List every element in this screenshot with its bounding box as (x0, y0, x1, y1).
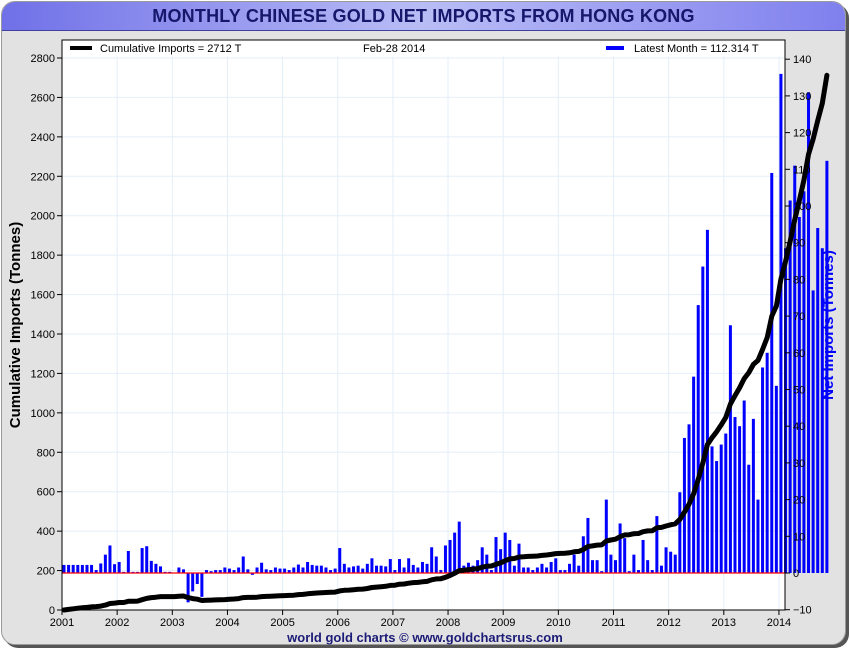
right-tick-label: 50 (793, 385, 805, 397)
x-tick-label: 2014 (767, 617, 791, 629)
x-tick-label: 2004 (215, 617, 239, 629)
footer-credit: world gold charts © www.goldchartsrus.co… (287, 630, 563, 645)
left-axis-ticks: 0 200 400 600 800 1000 1200 1400 1600 1800 2000 220… (31, 53, 62, 617)
x-tick-label: 2006 (326, 617, 350, 629)
left-tick-label: 1400 (31, 329, 55, 341)
left-tick-label: 2400 (31, 132, 55, 144)
x-tick-label: 2003 (160, 617, 184, 629)
right-tick-label: 100 (793, 201, 811, 213)
left-tick-label: 2600 (31, 92, 55, 104)
left-tick-label: 2000 (31, 211, 55, 223)
left-tick-label: 200 (37, 566, 55, 578)
right-tick-label: 120 (793, 128, 811, 140)
right-axis-label: Net Imports (Tonnes) (820, 250, 837, 400)
left-axis-label: Cumulative Imports (Tonnes) (7, 222, 24, 428)
right-axis-ticks: −10 0 10 20 30 40 50 60 70 80 90 100 110 120 130 140 (785, 54, 812, 617)
left-tick-label: 600 (37, 487, 55, 499)
x-tick-label: 2001 (50, 617, 74, 629)
right-tick-label: 20 (793, 495, 805, 507)
cumulative-legend-label: Cumulative Imports = 2712 T (100, 43, 242, 55)
latest-legend-label: Latest Month = 112.314 T (634, 43, 759, 55)
net-imports-bars (62, 73, 829, 603)
right-tick-label: 40 (793, 421, 805, 433)
right-tick-label: 110 (793, 164, 811, 176)
right-tick-label: 0 (793, 568, 799, 580)
x-tick-label: 2011 (602, 617, 626, 629)
x-tick-label: 2005 (270, 617, 294, 629)
right-tick-label: 10 (793, 531, 805, 543)
right-tick-label: 30 (793, 458, 805, 470)
left-tick-label: 1800 (31, 250, 55, 262)
left-tick-label: 1000 (31, 408, 55, 420)
left-tick-label: 1200 (31, 368, 55, 380)
left-tick-label: 400 (37, 526, 55, 538)
x-tick-label: 2008 (436, 617, 460, 629)
chart-title: MONTHLY CHINESE GOLD NET IMPORTS FROM HO… (152, 6, 695, 26)
right-tick-label: 80 (793, 274, 805, 286)
right-tick-label: −10 (793, 605, 812, 617)
date-label: Feb-28 2014 (363, 43, 425, 55)
right-tick-label: 70 (793, 311, 805, 323)
x-tick-label: 2013 (712, 617, 736, 629)
left-tick-label: 800 (37, 447, 55, 459)
x-tick-label: 2009 (491, 617, 515, 629)
left-tick-label: 2200 (31, 171, 55, 183)
right-tick-label: 130 (793, 91, 811, 103)
legend-bar (62, 40, 785, 56)
x-axis-ticks: 2001 2002 2003 2004 2005 2006 2007 2008 2009 2010… (50, 610, 791, 629)
cumulative-imports-line (61, 72, 830, 613)
left-tick-label: 0 (49, 605, 55, 617)
x-tick-label: 2007 (381, 617, 405, 629)
x-tick-label: 2002 (105, 617, 129, 629)
x-tick-label: 2012 (656, 617, 680, 629)
x-tick-label: 2010 (546, 617, 570, 629)
right-tick-label: 60 (793, 348, 805, 360)
title-bar: MONTHLY CHINESE GOLD NET IMPORTS FROM HO… (2, 2, 845, 31)
right-tick-label: 90 (793, 238, 805, 250)
right-tick-label: 140 (793, 54, 811, 66)
left-tick-label: 1600 (31, 290, 55, 302)
left-tick-label: 2800 (31, 53, 55, 65)
